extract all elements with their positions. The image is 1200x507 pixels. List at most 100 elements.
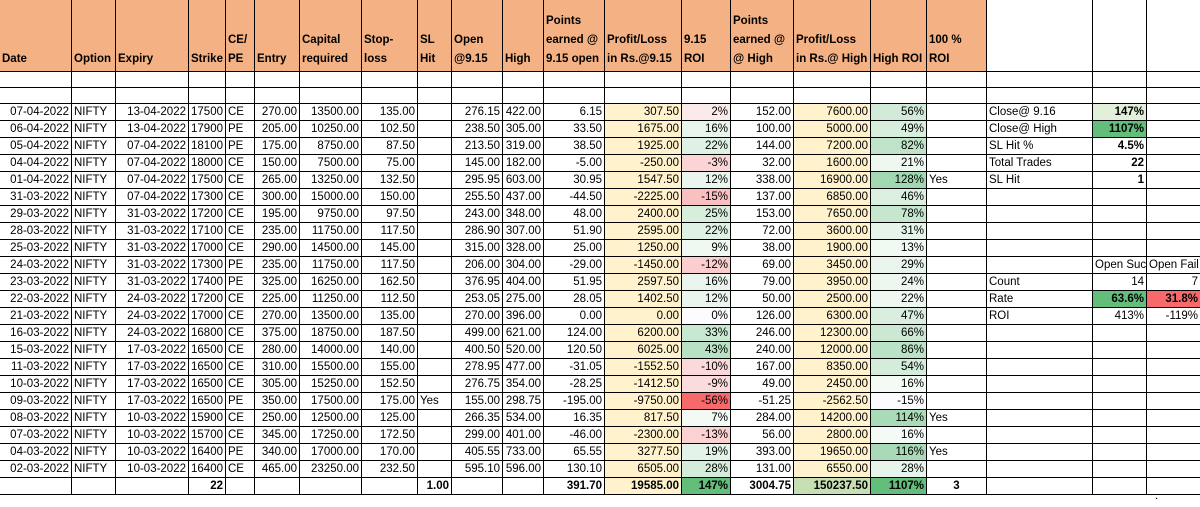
- open-stats-success[interactable]: 63.6%: [1093, 291, 1147, 308]
- table-cell[interactable]: 97.50: [362, 206, 418, 223]
- table-cell[interactable]: [418, 461, 452, 478]
- empty-cell[interactable]: [418, 88, 452, 104]
- empty-cell[interactable]: [1093, 376, 1147, 393]
- table-cell[interactable]: 23-03-2022: [0, 274, 72, 291]
- table-cell[interactable]: 11750.00: [300, 223, 362, 240]
- empty-cell[interactable]: [987, 410, 1093, 427]
- empty-cell[interactable]: [1147, 393, 1200, 410]
- table-cell[interactable]: 284.00: [731, 410, 794, 427]
- table-cell[interactable]: 6025.00: [605, 342, 682, 359]
- table-cell[interactable]: 17400: [189, 274, 226, 291]
- empty-cell[interactable]: [987, 72, 1093, 88]
- table-cell[interactable]: CE: [226, 359, 255, 376]
- table-cell[interactable]: CE: [226, 410, 255, 427]
- table-cell[interactable]: 17-03-2022: [116, 376, 189, 393]
- empty-cell[interactable]: [1147, 138, 1200, 155]
- table-cell[interactable]: 19650.00: [794, 444, 871, 461]
- empty-cell[interactable]: [987, 376, 1093, 393]
- table-cell[interactable]: 72.00: [731, 223, 794, 240]
- empty-cell[interactable]: [987, 359, 1093, 376]
- table-cell[interactable]: 130.10: [544, 461, 605, 478]
- summary-value[interactable]: 4.5%: [1093, 138, 1147, 155]
- table-cell[interactable]: 175.00: [255, 138, 300, 155]
- table-cell[interactable]: 25-03-2022: [0, 240, 72, 257]
- empty-cell[interactable]: [452, 478, 503, 495]
- header-cell[interactable]: Points earned @ @ High: [731, 0, 794, 72]
- table-cell[interactable]: 6300.00: [794, 308, 871, 325]
- table-cell[interactable]: NIFTY: [72, 427, 116, 444]
- table-cell[interactable]: [418, 308, 452, 325]
- table-cell[interactable]: -31.05: [544, 359, 605, 376]
- table-cell[interactable]: PE: [226, 444, 255, 461]
- table-cell[interactable]: -2562.50: [794, 393, 871, 410]
- table-cell[interactable]: [927, 240, 987, 257]
- table-cell[interactable]: 30.95: [544, 172, 605, 189]
- table-cell[interactable]: -15%: [871, 393, 927, 410]
- empty-cell[interactable]: [255, 478, 300, 495]
- table-cell[interactable]: -195.00: [544, 393, 605, 410]
- header-cell[interactable]: Capital required: [300, 0, 362, 72]
- empty-cell[interactable]: [1147, 189, 1200, 206]
- table-cell[interactable]: 15700: [189, 427, 226, 444]
- table-cell[interactable]: 595.10: [452, 461, 503, 478]
- table-cell[interactable]: 17500.00: [300, 393, 362, 410]
- table-cell[interactable]: 102.50: [362, 121, 418, 138]
- table-cell[interactable]: 13-04-2022: [116, 121, 189, 138]
- table-cell[interactable]: 07-04-2022: [116, 189, 189, 206]
- empty-cell[interactable]: [1093, 393, 1147, 410]
- table-cell[interactable]: NIFTY: [72, 376, 116, 393]
- table-cell[interactable]: NIFTY: [72, 121, 116, 138]
- table-cell[interactable]: 396.00: [503, 308, 544, 325]
- empty-cell[interactable]: [1093, 0, 1147, 72]
- table-cell[interactable]: 43%: [682, 342, 731, 359]
- table-cell[interactable]: 08-03-2022: [0, 410, 72, 427]
- empty-cell[interactable]: [987, 325, 1093, 342]
- table-cell[interactable]: 79.00: [731, 274, 794, 291]
- empty-cell[interactable]: [605, 88, 682, 104]
- table-cell[interactable]: 04-04-2022: [0, 155, 72, 172]
- table-cell[interactable]: -44.50: [544, 189, 605, 206]
- table-cell[interactable]: [927, 359, 987, 376]
- table-cell[interactable]: 28-03-2022: [0, 223, 72, 240]
- table-cell[interactable]: 04-03-2022: [0, 444, 72, 461]
- table-cell[interactable]: 22%: [682, 223, 731, 240]
- table-cell[interactable]: 290.00: [255, 240, 300, 257]
- table-cell[interactable]: PE: [226, 393, 255, 410]
- empty-cell[interactable]: [987, 461, 1093, 478]
- table-cell[interactable]: 17000.00: [300, 444, 362, 461]
- table-cell[interactable]: 310.00: [255, 359, 300, 376]
- table-cell[interactable]: [927, 393, 987, 410]
- table-cell[interactable]: 07-03-2022: [0, 427, 72, 444]
- empty-cell[interactable]: [1093, 206, 1147, 223]
- table-cell[interactable]: 2800.00: [794, 427, 871, 444]
- empty-cell[interactable]: [1147, 410, 1200, 427]
- table-cell[interactable]: NIFTY: [72, 172, 116, 189]
- empty-cell[interactable]: [116, 72, 189, 88]
- empty-cell[interactable]: [1147, 342, 1200, 359]
- table-cell[interactable]: NIFTY: [72, 461, 116, 478]
- empty-cell[interactable]: [1093, 427, 1147, 444]
- table-cell[interactable]: -9%: [682, 376, 731, 393]
- table-cell[interactable]: 307.00: [503, 223, 544, 240]
- table-cell[interactable]: 21-03-2022: [0, 308, 72, 325]
- empty-cell[interactable]: [503, 72, 544, 88]
- header-cell[interactable]: 9.15 ROI: [682, 0, 731, 72]
- table-cell[interactable]: -1552.50: [605, 359, 682, 376]
- table-cell[interactable]: 17200: [189, 206, 226, 223]
- table-cell[interactable]: 31%: [871, 223, 927, 240]
- table-cell[interactable]: CE: [226, 206, 255, 223]
- empty-cell[interactable]: [1093, 72, 1147, 88]
- table-cell[interactable]: 325.00: [255, 274, 300, 291]
- table-cell[interactable]: 243.00: [452, 206, 503, 223]
- empty-cell[interactable]: [871, 88, 927, 104]
- header-cell[interactable]: Points earned @ 9.15 open: [544, 0, 605, 72]
- table-cell[interactable]: 6550.00: [794, 461, 871, 478]
- table-cell[interactable]: 18100: [189, 138, 226, 155]
- table-cell[interactable]: CE: [226, 342, 255, 359]
- empty-cell[interactable]: [927, 88, 987, 104]
- table-cell[interactable]: 69.00: [731, 257, 794, 274]
- empty-cell[interactable]: [987, 478, 1093, 495]
- table-cell[interactable]: 15250.00: [300, 376, 362, 393]
- summary-label[interactable]: SL Hit: [987, 172, 1093, 189]
- table-cell[interactable]: [418, 104, 452, 121]
